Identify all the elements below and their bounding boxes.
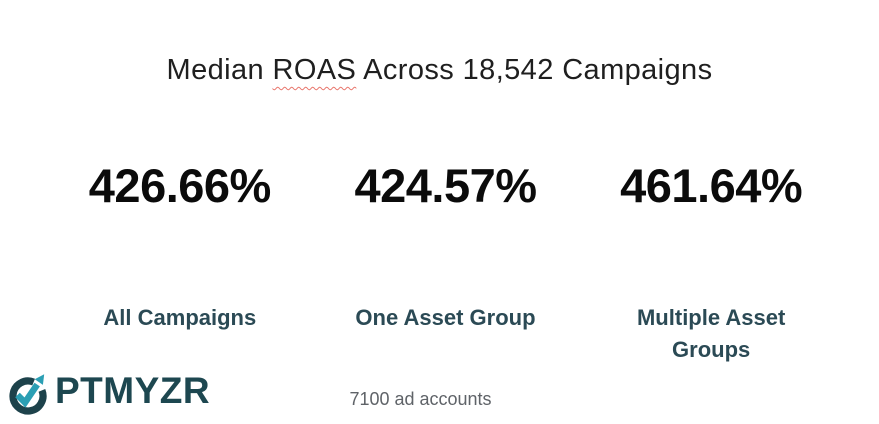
stat-label: All Campaigns [103,305,257,330]
optmyzr-logo: PTMYZR [8,367,210,415]
title-prefix: Median [166,54,265,86]
ad-accounts-note: 7100 ad accounts [349,389,492,409]
title-suffix: Across 18,542 Campaigns [363,54,713,86]
stat-one-asset-group: 424.57% One Asset Group [313,158,579,366]
stat-multiple-asset-groups: 461.64% Multiple Asset Groups [578,158,844,366]
optmyzr-o-checkmark-icon [8,367,54,415]
optmyzr-wordmark: PTMYZR [55,370,211,411]
stat-value: 461.64% [620,159,803,212]
stat-label: Multiple Asset Groups [636,305,786,362]
stat-label: One Asset Group [355,305,536,330]
stat-value: 426.66% [88,159,272,212]
stats-grid: 426.66% All Campaigns 424.57% One Asset … [47,158,844,366]
stat-all-campaigns: 426.66% All Campaigns [47,158,313,366]
title-roas-word: ROAS [272,54,357,86]
page-title: Median ROAS Across 18,542 Campaigns [0,0,879,87]
stat-value: 424.57% [354,159,537,212]
